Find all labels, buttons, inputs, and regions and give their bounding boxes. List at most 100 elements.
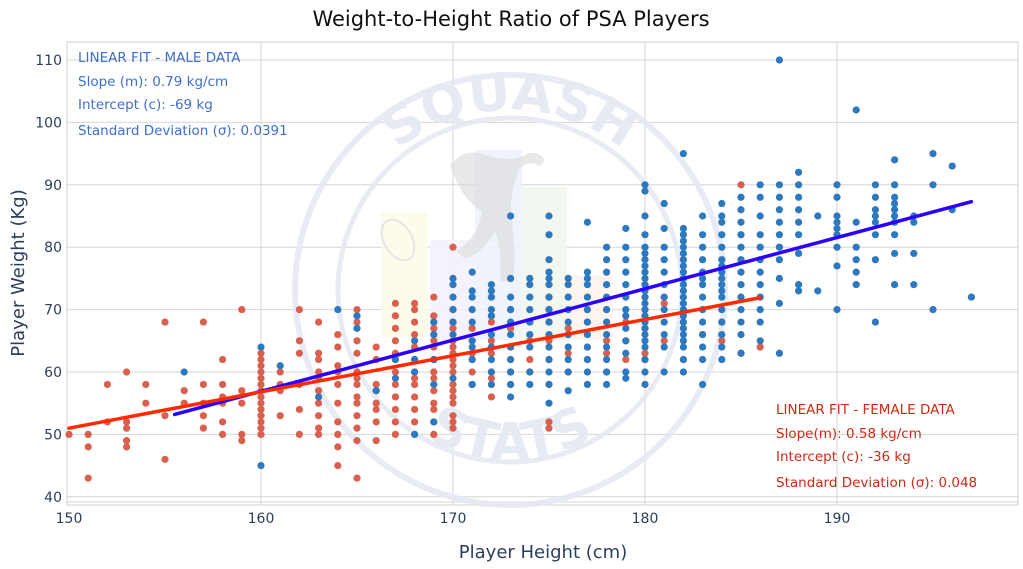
female-data-point <box>334 343 342 351</box>
male-data-point <box>871 218 880 226</box>
male-data-point <box>603 368 611 376</box>
male-data-point <box>679 330 688 339</box>
male-data-point <box>679 287 688 295</box>
male-data-point <box>622 349 630 357</box>
male-data-point <box>507 293 515 301</box>
male-data-point <box>564 318 572 326</box>
male-fit-annotation: LINEAR FIT - MALE DATA Slope (m): 0.79 k… <box>78 50 288 139</box>
male-data-point <box>583 330 592 339</box>
x-axis-title: Player Height (cm) <box>459 542 627 563</box>
male-data-point <box>699 231 707 239</box>
male-data-point <box>891 181 899 189</box>
male-data-point <box>641 380 649 389</box>
male-data-point <box>756 243 764 251</box>
male-data-point <box>353 324 361 332</box>
male-data-point <box>641 212 649 220</box>
female-data-point <box>391 393 399 401</box>
male-data-point <box>487 281 495 289</box>
male-data-point <box>641 306 649 314</box>
male-data-point <box>603 318 611 326</box>
male-data-point <box>487 330 495 339</box>
male-data-point <box>699 355 707 364</box>
male-data-point <box>583 281 592 289</box>
male-data-point <box>545 256 553 264</box>
male-data-point <box>660 306 668 314</box>
male-data-point <box>679 243 688 251</box>
y-tick-label: 70 <box>44 303 62 319</box>
male-data-point <box>814 287 822 295</box>
female-data-point <box>372 437 380 445</box>
female-annotation-line-2: Slope(m): 0.58 kg/cm <box>776 426 922 442</box>
female-annotation-line-4: Standard Deviation (σ): 0.048 <box>776 475 977 491</box>
female-data-point <box>123 424 131 432</box>
female-data-point <box>449 399 457 407</box>
female-data-point <box>199 412 207 420</box>
female-data-point <box>391 418 399 426</box>
male-data-point <box>775 349 784 357</box>
male-fit-line <box>172 199 974 417</box>
female-data-point <box>449 393 457 401</box>
male-data-point <box>775 193 784 201</box>
male-data-point <box>699 343 707 351</box>
male-data-point <box>891 231 899 239</box>
female-data-point <box>334 362 342 370</box>
female-data-point <box>449 368 457 376</box>
female-data-point <box>103 380 111 389</box>
male-data-point <box>564 387 572 395</box>
male-data-point <box>660 224 668 233</box>
male-data-point <box>564 274 572 282</box>
female-data-point <box>257 399 265 407</box>
female-data-point <box>564 324 572 332</box>
male-data-point <box>622 256 630 264</box>
male-data-point <box>507 330 515 339</box>
male-data-point <box>871 181 880 189</box>
female-data-point <box>123 443 131 451</box>
male-data-point <box>603 330 611 339</box>
male-data-point <box>718 306 726 314</box>
female-data-point <box>449 343 457 351</box>
female-data-point <box>487 349 495 357</box>
male-data-point <box>679 355 688 364</box>
male-data-point <box>603 268 611 276</box>
male-data-point <box>430 380 438 389</box>
male-data-point <box>737 318 745 326</box>
female-data-point <box>276 412 284 420</box>
female-data-point <box>756 343 764 351</box>
female-data-point <box>737 181 745 189</box>
male-data-point <box>507 393 515 401</box>
male-data-point <box>775 243 784 251</box>
male-data-point <box>545 318 553 326</box>
male-data-point <box>795 281 803 289</box>
male-data-point <box>775 218 784 226</box>
male-data-point <box>718 218 726 226</box>
male-data-point <box>507 212 515 220</box>
female-data-point <box>622 355 630 364</box>
male-data-point <box>737 306 745 314</box>
male-data-point <box>487 355 495 364</box>
male-data-point <box>718 318 726 326</box>
male-data-point <box>545 380 553 389</box>
male-data-point <box>718 330 726 339</box>
female-data-point <box>219 380 227 389</box>
male-data-point <box>487 306 495 314</box>
female-data-point <box>372 343 380 351</box>
female-data-point <box>411 330 419 339</box>
male-data-point <box>871 193 880 201</box>
female-data-point <box>603 337 611 345</box>
male-data-point <box>871 231 880 239</box>
male-data-point <box>641 181 649 189</box>
male-data-point <box>871 212 880 220</box>
male-data-point <box>737 268 745 276</box>
male-data-point <box>871 318 880 326</box>
male-data-point <box>564 281 572 289</box>
male-data-point <box>545 274 553 282</box>
female-data-point <box>411 299 419 307</box>
male-data-point <box>468 343 476 351</box>
male-data-point <box>833 224 841 233</box>
female-data-point <box>334 462 342 470</box>
male-data-point <box>487 312 495 320</box>
male-data-point <box>910 281 918 289</box>
male-data-point <box>756 193 764 201</box>
female-data-point <box>334 380 342 389</box>
male-data-point <box>679 231 688 239</box>
